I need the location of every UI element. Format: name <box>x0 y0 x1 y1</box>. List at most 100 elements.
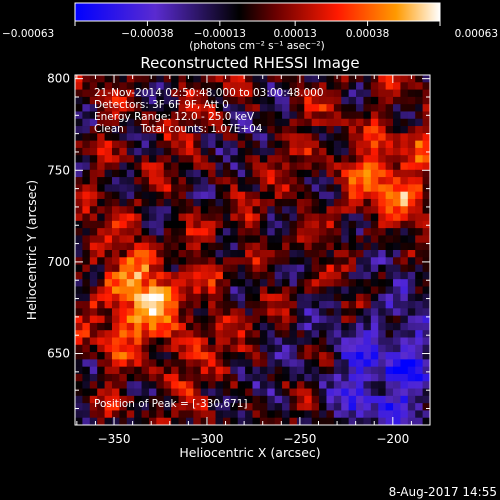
heatmap-cell <box>282 286 290 295</box>
heatmap-cell <box>252 403 261 411</box>
heatmap-cell <box>319 352 327 360</box>
heatmap-cell <box>156 315 165 324</box>
heatmap-cell <box>267 366 276 375</box>
heatmap-cell <box>378 322 387 331</box>
heatmap-cell <box>111 242 120 251</box>
heatmap-cell <box>341 301 350 309</box>
heatmap-cell <box>126 177 135 185</box>
heatmap-cell <box>252 162 261 171</box>
heatmap-cell <box>215 395 224 404</box>
heatmap-cell <box>326 184 335 193</box>
heatmap-cell <box>356 177 364 185</box>
heatmap-cell <box>245 373 253 382</box>
heatmap-cell <box>274 301 283 309</box>
heatmap-cell <box>230 381 239 389</box>
heatmap-cell <box>215 198 224 207</box>
heatmap-cell <box>134 89 142 98</box>
heatmap-cell <box>400 242 409 251</box>
heatmap-cell <box>156 388 165 397</box>
heatmap-cell <box>274 96 283 105</box>
heatmap-cell <box>333 184 342 193</box>
heatmap-cell <box>119 198 128 207</box>
heatmap-cell <box>400 403 409 411</box>
heatmap-cell <box>134 184 142 193</box>
heatmap-cell <box>341 417 350 425</box>
heatmap-cell <box>75 286 83 295</box>
heatmap-cell <box>363 155 372 163</box>
heatmap-cell <box>82 177 91 185</box>
heatmap-cell <box>75 235 83 244</box>
heatmap-cell <box>89 286 98 295</box>
heatmap-cell <box>126 308 135 317</box>
heatmap-cell <box>148 111 157 120</box>
heatmap-cell <box>282 220 290 229</box>
heatmap-cell <box>393 301 401 309</box>
heatmap-cell <box>274 235 283 244</box>
heatmap-cell <box>267 344 276 353</box>
heatmap-cell <box>163 322 172 331</box>
heatmap-cell <box>208 220 216 229</box>
heatmap-cell <box>245 96 253 105</box>
heatmap-cell <box>237 191 246 200</box>
heatmap-cell <box>193 388 202 397</box>
heatmap-cell <box>208 126 216 134</box>
heatmap-cell <box>111 410 120 419</box>
heatmap-cell <box>134 264 142 273</box>
heatmap-cell <box>259 104 268 112</box>
heatmap-cell <box>171 177 179 185</box>
heatmap-cell <box>259 220 268 229</box>
heatmap-cell <box>148 206 157 214</box>
heatmap-cell <box>171 220 179 229</box>
heatmap-cell <box>319 388 327 397</box>
heatmap-cell <box>134 301 142 309</box>
heatmap-cell <box>348 344 357 353</box>
heatmap-cell <box>370 213 379 222</box>
heatmap-cell <box>237 286 246 295</box>
heatmap-cell <box>89 111 98 120</box>
heatmap-cell <box>111 301 120 309</box>
heatmap-cell <box>304 403 313 411</box>
heatmap-cell <box>119 242 128 251</box>
heatmap-cell <box>163 373 172 382</box>
heatmap-cell <box>274 75 283 83</box>
heatmap-cell <box>208 388 216 397</box>
heatmap-cell <box>319 169 327 178</box>
heatmap-cell <box>370 403 379 411</box>
heatmap-cell <box>282 206 290 214</box>
heatmap-cell <box>415 184 424 193</box>
heatmap-cell <box>326 301 335 309</box>
heatmap-cell <box>75 155 83 163</box>
heatmap-cell <box>289 250 298 258</box>
heatmap-cell <box>393 410 401 419</box>
heatmap-cell <box>407 220 416 229</box>
heatmap-cell <box>400 257 409 265</box>
heatmap-cell <box>356 344 364 353</box>
heatmap-cell <box>311 140 320 149</box>
heatmap-cell <box>259 293 268 302</box>
heatmap-cell <box>148 271 157 280</box>
heatmap-cell <box>134 169 142 178</box>
heatmap-cell <box>370 410 379 419</box>
heatmap-cell <box>393 75 401 83</box>
heatmap-cell <box>178 359 187 368</box>
heatmap-cell <box>141 381 150 389</box>
heatmap-cell <box>230 235 239 244</box>
heatmap-cell <box>156 155 165 163</box>
heatmap-cell <box>356 257 364 265</box>
heatmap-cell <box>75 177 83 185</box>
heatmap-cell <box>75 337 83 346</box>
heatmap-cell <box>259 344 268 353</box>
heatmap-cell <box>97 96 105 105</box>
heatmap-cell <box>200 213 209 222</box>
heatmap-cell <box>171 359 179 368</box>
heatmap-cell <box>363 198 372 207</box>
heatmap-cell <box>97 417 105 425</box>
heatmap-cell <box>252 133 261 142</box>
heatmap-cell <box>163 147 172 156</box>
heatmap-cell <box>348 330 357 338</box>
heatmap-cell <box>289 89 298 98</box>
heatmap-cell <box>230 111 239 120</box>
heatmap-cell <box>356 213 364 222</box>
heatmap-cell <box>230 417 239 425</box>
heatmap-cell <box>230 286 239 295</box>
